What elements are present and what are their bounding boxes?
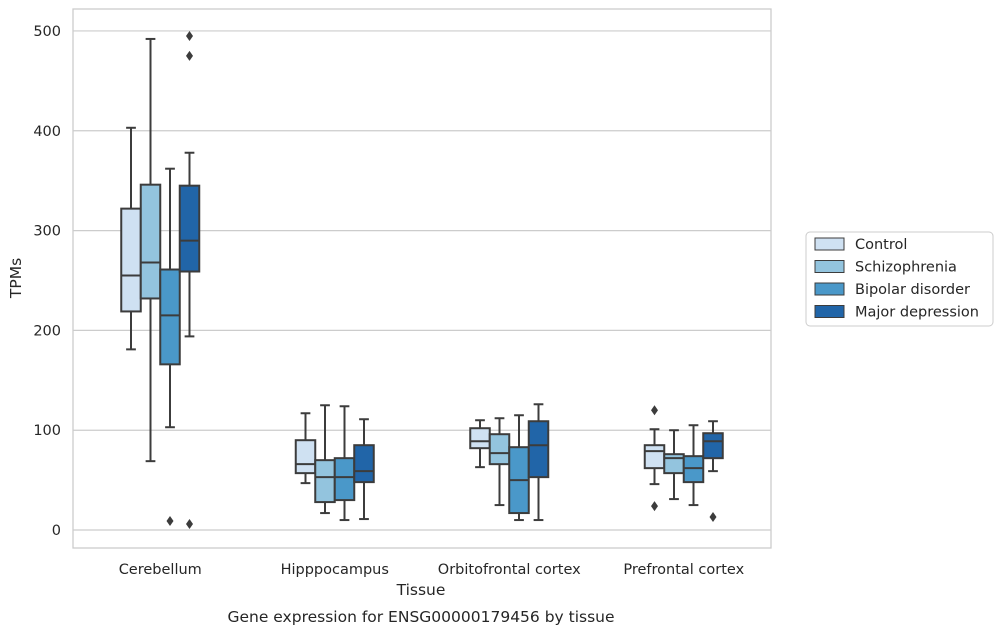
box-bipolar-disorder: [682, 424, 705, 507]
plot-frame: [72, 8, 772, 549]
box-bipolar-disorder: [508, 414, 530, 522]
legend-label: Major depression: [855, 305, 979, 321]
box-control: [120, 126, 142, 351]
legend-frame: [805, 231, 994, 327]
box-body: [702, 432, 724, 460]
box-schizophrenia: [488, 417, 511, 507]
boxes-layer: [120, 30, 724, 530]
outlier-point: [166, 516, 174, 527]
legend-label: Schizophrenia: [855, 260, 957, 276]
y-tick-label: 500: [33, 24, 61, 40]
y-tick-label: 400: [33, 124, 61, 140]
box-body: [527, 420, 550, 479]
box-major-depression: [702, 420, 724, 523]
outlier-point: [186, 50, 193, 61]
y-tick-labels: 0 100 200 300 400 500: [33, 24, 61, 539]
box-body: [488, 433, 511, 466]
box-control: [643, 405, 666, 512]
box-control: [294, 412, 317, 485]
box-body: [333, 457, 356, 502]
box-body: [663, 453, 685, 475]
y-axis-label: TPMs: [7, 258, 25, 299]
legend-swatch: [814, 260, 845, 273]
x-tick-label: Orbitofrontal cortex: [438, 562, 581, 578]
box-bipolar-disorder: [333, 405, 356, 522]
box-body: [294, 439, 317, 475]
y-tick-label: 300: [33, 224, 61, 240]
chart-caption: Gene expression for ENSG00000179456 by t…: [227, 608, 614, 626]
legend-swatch: [814, 305, 845, 318]
x-tick-labels: Cerebellum Hipppocampus Orbitofrontal cort…: [119, 562, 745, 578]
legend: Control Schizophrenia Bipolar disorder Majo…: [805, 231, 994, 327]
y-tick-label: 100: [33, 423, 61, 439]
outlier-point: [186, 30, 193, 41]
outlier-point: [709, 512, 717, 523]
box-schizophrenia: [139, 37, 162, 463]
x-tick-label: Cerebellum: [119, 562, 202, 578]
y-tick-label: 200: [33, 323, 61, 339]
legend-label: Bipolar disorder: [855, 282, 970, 298]
box-body: [120, 207, 142, 313]
legend-label: Control: [855, 237, 907, 253]
box-body: [353, 444, 375, 484]
box-major-depression: [353, 418, 375, 521]
x-tick-label: Prefrontal cortex: [623, 562, 744, 578]
box-schizophrenia: [663, 429, 685, 501]
outlier-point: [651, 405, 658, 416]
box-body: [469, 427, 491, 450]
box-major-depression: [178, 30, 201, 530]
box-body: [178, 184, 201, 273]
y-tick-label: 0: [52, 523, 61, 539]
x-axis-label: Tissue: [396, 581, 446, 599]
outlier-point: [186, 519, 193, 530]
legend-swatch: [814, 282, 845, 296]
box-body: [314, 459, 336, 504]
box-major-depression: [527, 403, 550, 522]
box-body: [139, 183, 162, 300]
box-schizophrenia: [314, 404, 336, 515]
x-tick-label: Hipppocampus: [281, 562, 389, 578]
box-body: [643, 444, 666, 470]
outlier-point: [651, 501, 658, 512]
box-body: [159, 268, 181, 366]
box-bipolar-disorder: [159, 167, 181, 527]
legend-swatch: [814, 237, 845, 251]
box-control: [469, 419, 491, 469]
